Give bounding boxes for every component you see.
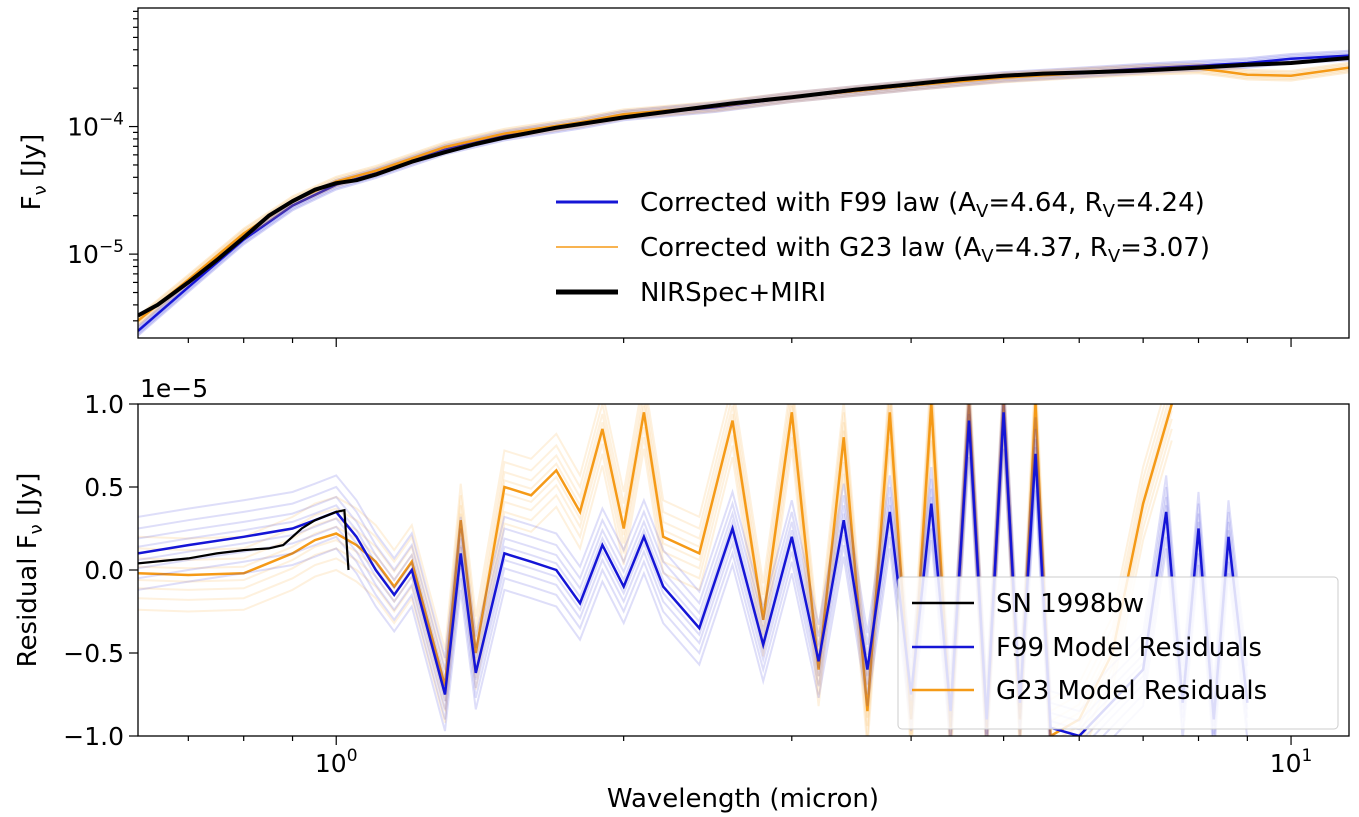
bottom-f99-sample-line — [138, 448, 1249, 736]
bottom-g23-sample-line — [138, 440, 1173, 736]
legend-subscript: V — [981, 246, 994, 267]
bottom-xtick-label: 101 — [1270, 746, 1313, 778]
bottom-ytick-label: 0.0 — [84, 556, 124, 585]
tick-base: 10 — [67, 113, 99, 142]
legend-subscript: V — [1103, 201, 1116, 222]
top-g23-sample-line — [138, 68, 1349, 324]
tick-exponent: −5 — [99, 237, 124, 257]
legend-text-part: Corrected with G23 law (A — [640, 233, 981, 263]
top-ylabel-sub: ν — [30, 185, 51, 195]
bottom-xtick-label: 100 — [315, 746, 358, 778]
bottom-f99-line — [138, 412, 1249, 736]
bottom-f99-sample-line — [138, 418, 1249, 736]
tick-base: 10 — [67, 240, 99, 269]
top-ytick-label: 10−5 — [67, 237, 124, 269]
top-f99-sample-line — [138, 59, 1349, 337]
top-ylabel-unit: [Jy] — [17, 134, 47, 186]
top-g23-sample-line — [138, 69, 1349, 325]
legend-g23-label: Corrected with G23 law (AV=4.37, RV=3.07… — [640, 233, 1210, 267]
bottom-g23-sample-line — [138, 404, 1163, 702]
tick-exponent: −4 — [99, 110, 124, 130]
top-ytick-label: 10−4 — [67, 110, 124, 142]
top-ticks-group: 10−510−4 — [67, 10, 1292, 347]
legend-g23res-label: G23 Model Residuals — [996, 676, 1267, 706]
top-ylabel: Fν [Jy] — [17, 134, 51, 211]
tick-base: 10 — [1270, 749, 1302, 778]
offset-label: 1e−5 — [140, 374, 208, 403]
bottom-legend: SN 1998bw F99 Model Residuals G23 Model … — [912, 589, 1267, 706]
legend-text-part: =4.24) — [1115, 188, 1205, 218]
legend-text-part: Corrected with F99 law (A — [640, 188, 976, 218]
bottom-f99-sample-line — [138, 437, 1249, 736]
legend-text-part: =4.37, R — [994, 233, 1108, 263]
top-plot-area — [138, 8, 1349, 338]
tick-exponent: 1 — [1302, 746, 1313, 766]
bottom-ylabel-unit: [Jy] — [13, 473, 43, 525]
bottom-f99-sample-line — [138, 427, 1249, 736]
bottom-sn-line — [138, 508, 350, 571]
bottom-panel: SN 1998bw F99 Model Residuals G23 Model … — [13, 374, 1350, 814]
bottom-series-group — [138, 404, 1249, 736]
bottom-legend-box — [897, 576, 1339, 730]
top-g23-sample-line — [138, 71, 1349, 327]
top-nirspec-line — [138, 56, 1349, 318]
legend-f99-label: Corrected with F99 law (AV=4.64, RV=4.24… — [640, 188, 1205, 222]
bottom-ylabel-sub: ν — [26, 524, 47, 534]
top-legend: Corrected with F99 law (AV=4.64, RV=4.24… — [556, 188, 1210, 308]
top-panel: 10−510−4 Fν [Jy] Corrected with F99 law … — [17, 7, 1350, 347]
bottom-ytick-label: 0.5 — [84, 473, 124, 502]
legend-sn-label: SN 1998bw — [996, 589, 1144, 619]
legend-subscript: V — [976, 201, 989, 222]
legend-text-part: =3.07) — [1120, 233, 1210, 263]
top-series-group — [138, 49, 1349, 337]
bottom-ytick-label: −0.5 — [63, 639, 124, 668]
bottom-ylabel: Residual Fν [Jy] — [13, 473, 47, 668]
bottom-ytick-label: −1.0 — [63, 722, 124, 751]
bottom-g23-sample-line — [138, 404, 1166, 713]
tick-exponent: 0 — [347, 746, 358, 766]
legend-f99res-label: F99 Model Residuals — [996, 633, 1262, 663]
bottom-xlabel: Wavelength (micron) — [607, 784, 879, 814]
legend-subscript: V — [1108, 246, 1121, 267]
top-plot-frame — [137, 7, 1350, 339]
legend-text-part: =4.64, R — [988, 188, 1102, 218]
legend-nirspec-label: NIRSpec+MIRI — [640, 278, 826, 308]
bottom-ytick-label: 1.0 — [84, 390, 124, 419]
bottom-ylabel-base: Residual F — [13, 534, 43, 667]
top-ylabel-base: F — [17, 195, 47, 210]
tick-base: 10 — [315, 749, 347, 778]
